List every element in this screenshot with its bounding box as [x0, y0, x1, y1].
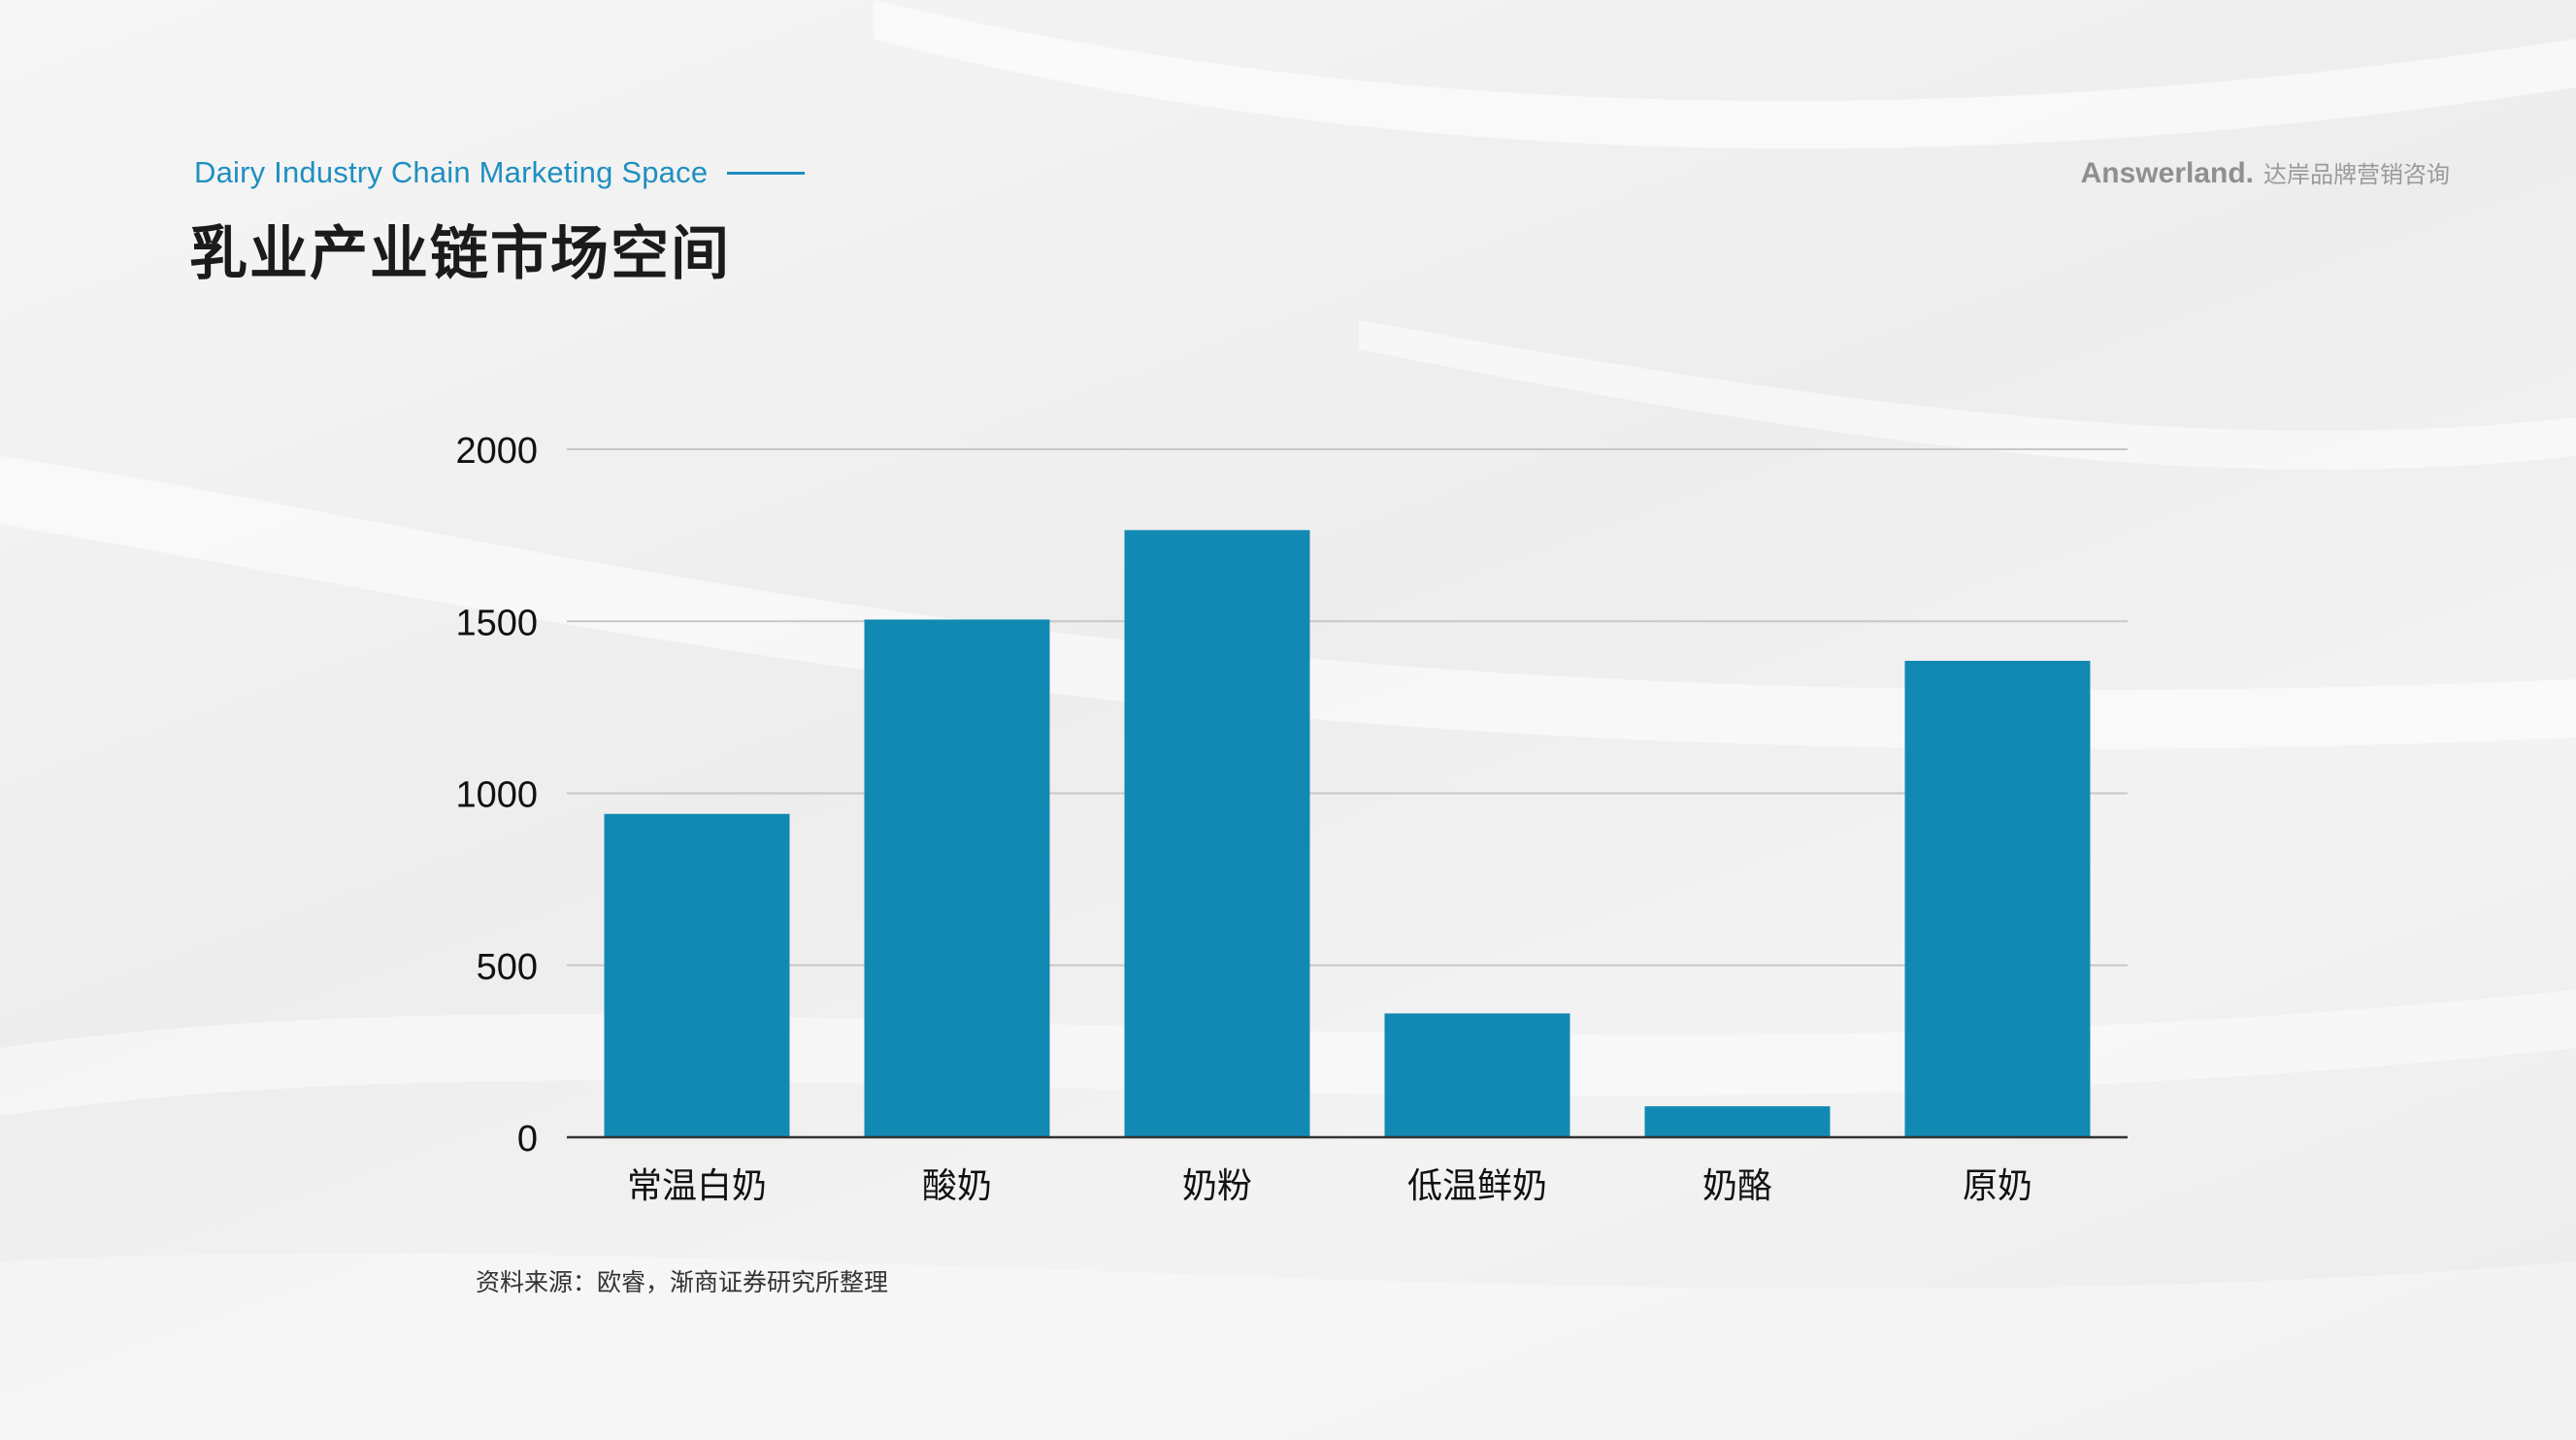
source-note: 资料来源：欧睿，渐商证券研究所整理	[476, 1268, 889, 1296]
x-tick-label: 奶粉	[1182, 1166, 1252, 1206]
y-tick-label: 1500	[455, 603, 538, 643]
subtitle-accent-line	[727, 171, 806, 175]
page-subtitle-text: Dairy Industry Chain Marketing Space	[194, 155, 709, 189]
bar	[1644, 1106, 1831, 1137]
x-tick-label: 低温鲜奶	[1407, 1166, 1547, 1206]
bar	[1124, 530, 1310, 1137]
x-tick-label: 常温白奶	[627, 1166, 767, 1206]
x-tick-label: 酸奶	[922, 1166, 992, 1206]
bar	[604, 813, 790, 1137]
y-tick-label: 2000	[455, 431, 538, 472]
brand-name: Answerland.	[2080, 157, 2254, 189]
x-tick-label: 原奶	[1963, 1166, 2032, 1206]
bar	[1904, 661, 2091, 1137]
brand-logo: Answerland. 达岸品牌营销咨询	[2081, 155, 2450, 190]
x-tick-label: 奶酪	[1702, 1166, 1772, 1206]
bar	[864, 619, 1050, 1137]
page-title: 乳业产业链市场空间	[189, 220, 731, 288]
bar	[1384, 1013, 1570, 1137]
y-tick-label: 1000	[455, 775, 538, 816]
y-tick-label: 500	[477, 947, 538, 988]
page-subtitle: Dairy Industry Chain Marketing Space	[194, 155, 806, 190]
y-tick-label: 0	[517, 1119, 538, 1160]
brand-tagline: 达岸品牌营销咨询	[2263, 161, 2450, 188]
